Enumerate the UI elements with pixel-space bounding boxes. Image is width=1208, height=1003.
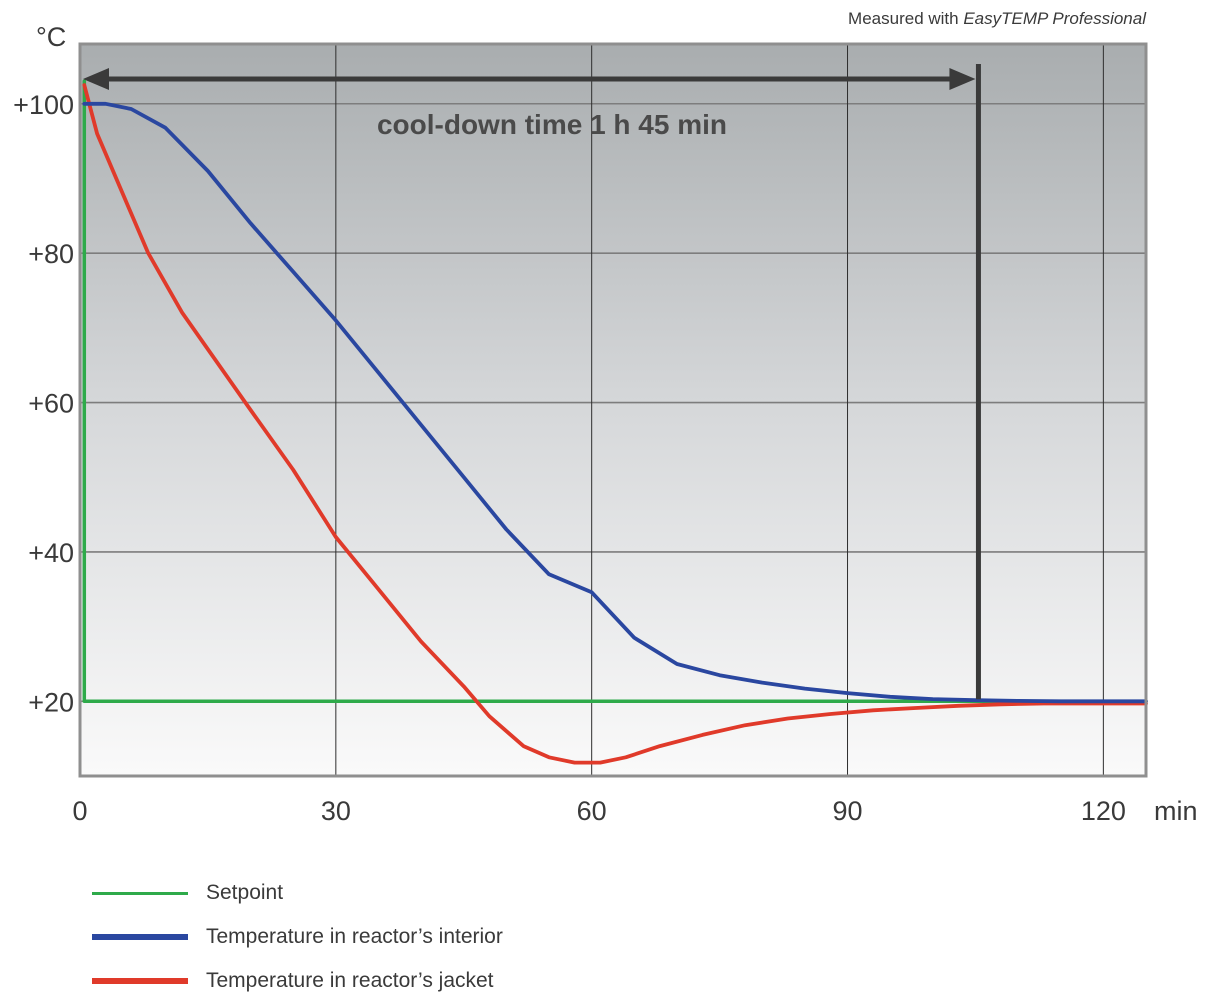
series-line-jacket [82,83,1148,765]
y-tick-label-20: +20 [28,687,74,717]
x-tick-label-0: 0 [72,796,87,826]
legend-item-interior: Temperature in reactor’s interior [92,915,692,959]
x-tick-label-30: 30 [321,796,351,826]
legend-item-jacket: Temperature in reactor’s jacket [92,959,692,1003]
legend-label-setpoint: Setpoint [206,881,284,904]
x-tick-label-120: 120 [1081,796,1126,826]
y-tick-label-60: +60 [28,389,74,419]
x-tick-label-60: 60 [577,796,607,826]
measurement-note: Measured with EasyTEMP Professional [848,9,1147,28]
series-line-setpoint [82,79,1148,704]
legend-swatch-interior [92,934,188,940]
cool-down-label: cool-down time 1 h 45 min [377,109,727,140]
legend: Setpoint Temperature in reactor’s interi… [92,871,692,1003]
data-series [82,79,1148,765]
legend-swatch-setpoint [92,891,188,895]
legend-swatch-jacket [92,978,188,984]
cool-down-arrow-right-head [949,68,976,90]
axis-ticks: 0 30 60 90 120 +20 +40 +60 +80 +100 [13,90,1126,826]
measurement-note-prefix: Measured with [848,9,963,28]
y-axis-unit-label: °C [36,22,66,52]
series-line-interior [82,101,1148,704]
measurement-note-product: EasyTEMP Professional [963,9,1147,28]
x-axis-unit-label: min [1154,796,1198,826]
plot-area [80,44,1146,776]
y-tick-label-80: +80 [28,239,74,269]
legend-label-interior: Temperature in reactor’s interior [206,925,503,948]
cool-down-annotation: cool-down time 1 h 45 min [83,64,981,700]
plot-frame [78,42,1148,778]
y-tick-label-100: +100 [13,90,74,120]
legend-item-setpoint: Setpoint [92,871,692,915]
legend-label-jacket: Temperature in reactor’s jacket [206,969,494,992]
cool-down-arrow-left-head [83,68,109,90]
y-tick-label-40: +40 [28,538,74,568]
x-tick-label-90: 90 [832,796,862,826]
